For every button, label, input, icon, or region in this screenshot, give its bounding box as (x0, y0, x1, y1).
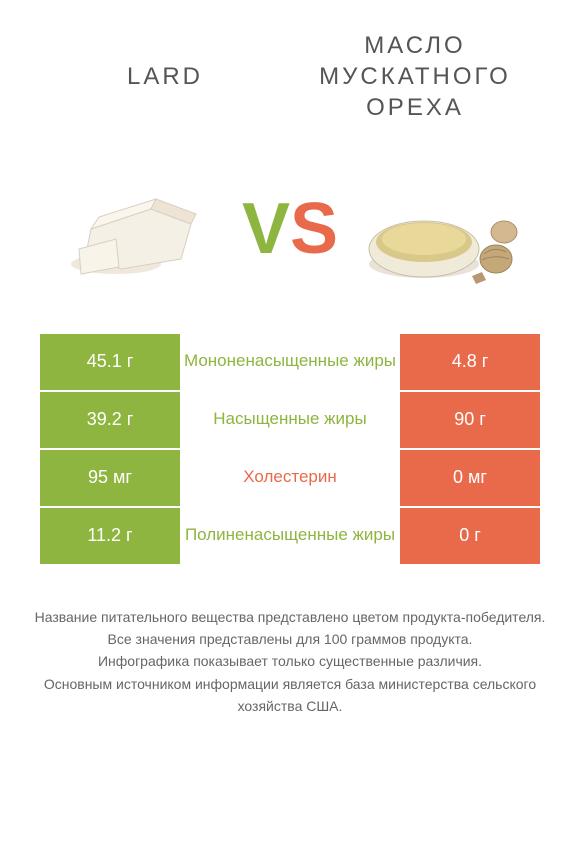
left-value: 95 мг (40, 450, 180, 506)
table-row: 95 мг Холестерин 0 мг (40, 450, 540, 508)
nutmeg-butter-icon (354, 164, 524, 294)
vs-v: V (242, 188, 290, 270)
right-value: 90 г (400, 392, 540, 448)
images-row: VS (0, 144, 580, 334)
left-value: 39.2 г (40, 392, 180, 448)
vs-label: VS (242, 188, 338, 270)
vs-s: S (290, 188, 338, 270)
right-value: 0 мг (400, 450, 540, 506)
table-row: 11.2 г Полиненасыщенные жиры 0 г (40, 508, 540, 566)
right-value: 4.8 г (400, 334, 540, 390)
comparison-table: 45.1 г Мононенасыщенные жиры 4.8 г 39.2 … (0, 334, 580, 566)
left-product-image (40, 154, 242, 304)
footer-line: Инфографика показывает только существенн… (30, 650, 550, 672)
footer-line: Название питательного вещества представл… (30, 606, 550, 628)
right-product-image (338, 154, 540, 304)
header: LARD МАСЛО МУСКАТНОГО ОРЕХА (0, 0, 580, 144)
footer-line: Все значения представлены для 100 граммо… (30, 628, 550, 650)
right-value: 0 г (400, 508, 540, 564)
footer-line: Основным источником информации является … (30, 673, 550, 718)
nutrient-label: Мононенасыщенные жиры (180, 334, 400, 390)
nutrient-label: Холестерин (180, 450, 400, 506)
nutrient-label: Полиненасыщенные жиры (180, 508, 400, 564)
table-row: 39.2 г Насыщенные жиры 90 г (40, 392, 540, 450)
left-value: 11.2 г (40, 508, 180, 564)
left-product-title: LARD (40, 63, 290, 91)
left-value: 45.1 г (40, 334, 180, 390)
lard-icon (61, 169, 221, 289)
nutrient-label: Насыщенные жиры (180, 392, 400, 448)
table-row: 45.1 г Мононенасыщенные жиры 4.8 г (40, 334, 540, 392)
footer-notes: Название питательного вещества представл… (0, 566, 580, 718)
right-product-title: МАСЛО МУСКАТНОГО ОРЕХА (290, 30, 540, 124)
